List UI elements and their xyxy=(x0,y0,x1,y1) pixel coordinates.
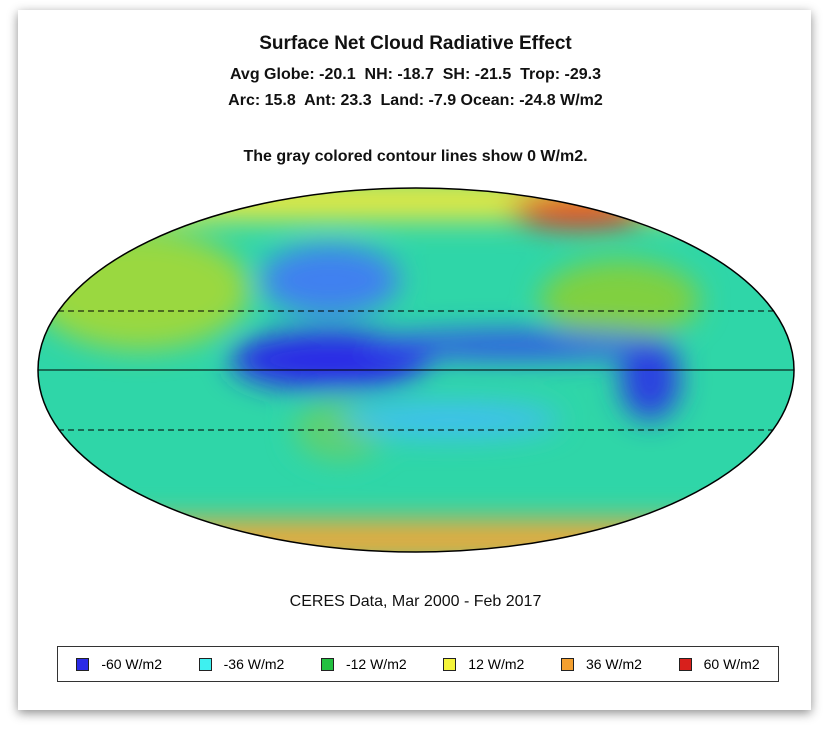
spcz xyxy=(340,402,560,438)
legend-item: 12 W/m2 xyxy=(443,656,524,672)
antarctic xyxy=(38,520,794,552)
map xyxy=(37,187,795,553)
map-field xyxy=(38,188,794,552)
nw-pacific xyxy=(260,245,400,315)
source: CERES Data, Mar 2000 - Feb 2017 xyxy=(289,593,542,610)
legend-swatch xyxy=(443,657,457,671)
map-outline xyxy=(37,187,795,553)
arctic xyxy=(38,188,794,220)
stats-line: Avg Globe: -20.1 NH: -18.7 SH: -21.5 Tro… xyxy=(229,66,602,83)
legend-swatch xyxy=(198,657,212,671)
legend-label: -36 W/m2 xyxy=(223,656,285,672)
legend-swatch xyxy=(560,657,574,671)
amazon xyxy=(620,340,680,420)
legend: -60 W/m2 -36 W/m2 -12 W/m2 12 W/m2 36 W/m2 60… xyxy=(57,646,779,682)
note: The gray colored contour lines show 0 W/… xyxy=(243,148,588,165)
title: Surface Net Cloud Radiative Effect xyxy=(259,33,572,54)
legend-label: -60 W/m2 xyxy=(101,656,162,672)
legend-label: 36 W/m2 xyxy=(585,656,642,672)
legend-label: 12 W/m2 xyxy=(468,656,525,672)
legend-swatch xyxy=(678,657,692,671)
legend-swatch xyxy=(320,657,334,671)
greenland xyxy=(510,192,650,228)
legend-item: -36 W/m2 xyxy=(198,656,285,672)
legend-swatch xyxy=(76,657,90,671)
legend-label: 60 W/m2 xyxy=(703,656,760,672)
itcz xyxy=(360,331,680,359)
eurasia xyxy=(38,230,250,350)
legend-item: 36 W/m2 xyxy=(560,656,642,672)
stats-line: Arc: 15.8 Ant: 23.3 Land: -7.9 Ocean: -2… xyxy=(228,92,603,109)
n-america xyxy=(540,260,700,340)
legend-item: 60 W/m2 xyxy=(678,656,760,672)
legend-item: -60 W/m2 xyxy=(76,656,162,672)
legend-label: -12 W/m2 xyxy=(345,656,407,672)
legend-item: -12 W/m2 xyxy=(320,656,407,672)
